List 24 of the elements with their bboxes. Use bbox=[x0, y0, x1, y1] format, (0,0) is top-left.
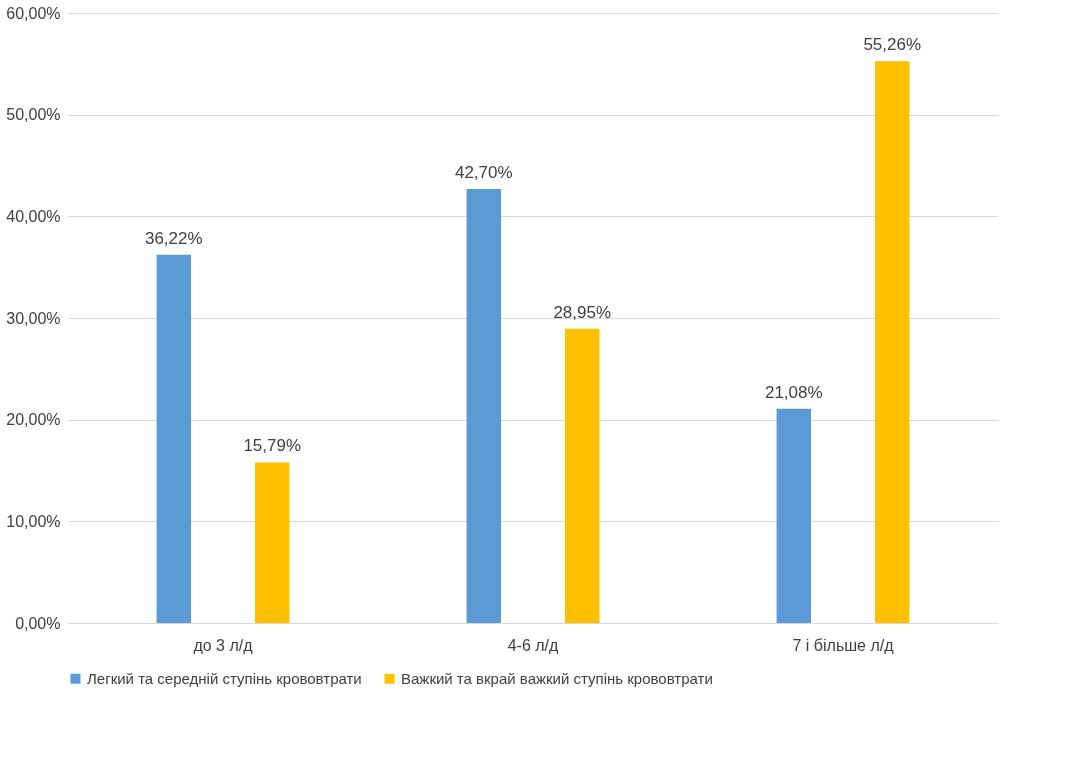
y-tick-label: 40,00% bbox=[6, 207, 61, 225]
bar bbox=[874, 61, 910, 623]
data-label: 55,26% bbox=[863, 35, 922, 55]
bar bbox=[254, 462, 290, 623]
y-tick-label: 50,00% bbox=[6, 106, 61, 124]
bar bbox=[156, 254, 192, 623]
x-tick-label: 7 і більше л/д bbox=[792, 636, 895, 654]
y-tick-label: 0,00% bbox=[15, 614, 61, 632]
y-tick-label: 60,00% bbox=[6, 4, 61, 22]
data-label: 42,70% bbox=[454, 162, 513, 182]
y-tick-label: 20,00% bbox=[6, 411, 61, 429]
data-label: 36,22% bbox=[144, 228, 203, 248]
data-label: 15,79% bbox=[243, 436, 302, 456]
legend-label: Легкий та середній ступінь крововтрати bbox=[87, 669, 362, 687]
data-label: 21,08% bbox=[764, 382, 823, 402]
bar bbox=[466, 188, 502, 623]
bar bbox=[776, 408, 812, 623]
y-tick-label: 10,00% bbox=[6, 512, 61, 530]
data-label: 28,95% bbox=[553, 302, 612, 322]
bar bbox=[564, 328, 600, 623]
legend-label: Важкий та вкрай важкий ступінь крововтрати bbox=[401, 669, 713, 687]
y-tick-label: 30,00% bbox=[6, 309, 61, 327]
x-tick-label: 4-6 л/д bbox=[507, 636, 560, 654]
x-tick-label: до 3 л/д bbox=[193, 636, 254, 654]
